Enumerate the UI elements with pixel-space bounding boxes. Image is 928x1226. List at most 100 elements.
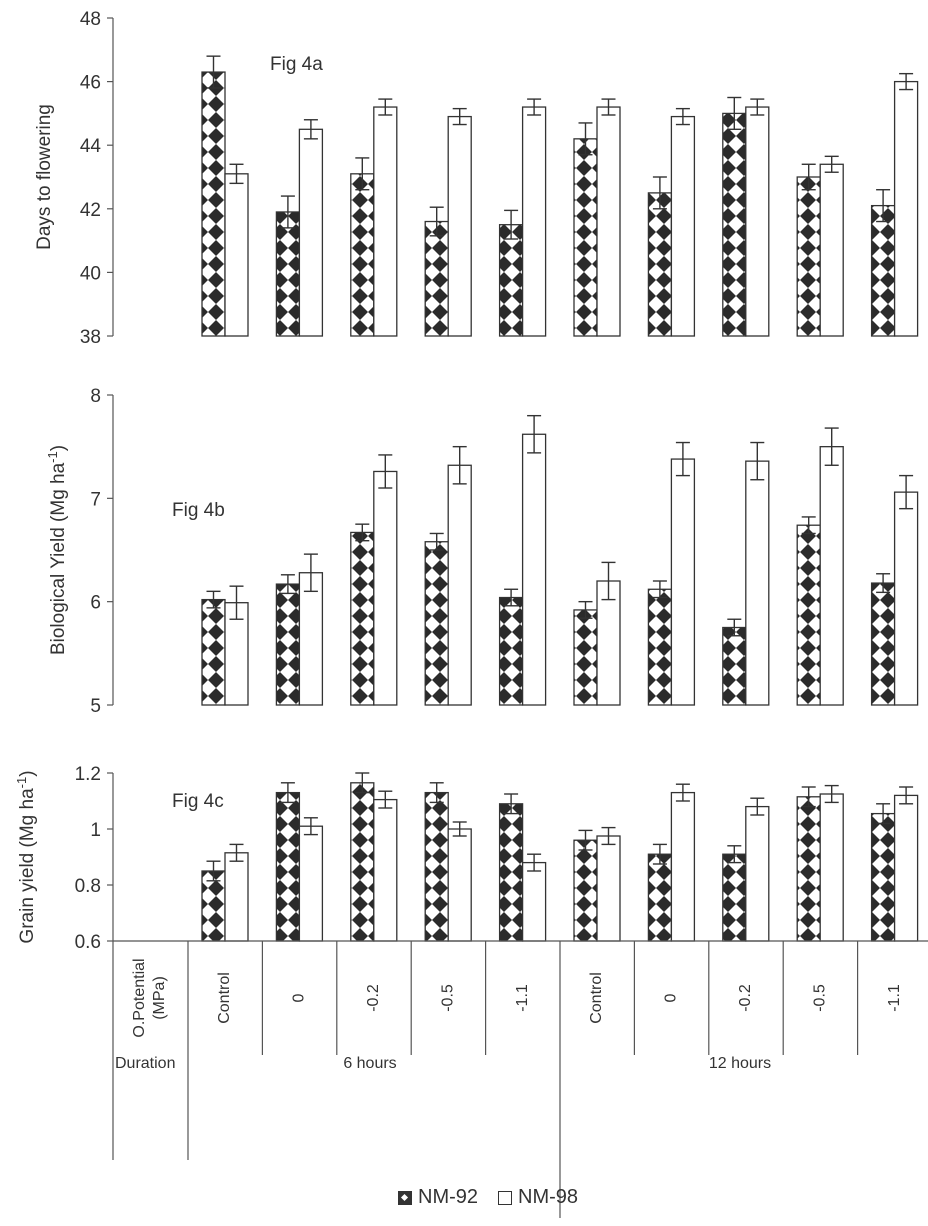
group-label-6h: 6 hours [343,1055,396,1072]
figure-annotation: Fig 4b [172,500,225,521]
nm98-bar [670,791,696,942]
nm92-bar [870,582,896,706]
nm92-swatch [398,1190,412,1205]
y-tick-label: 44 [80,136,102,157]
nm98-bar [521,433,547,706]
y-tick-label: 1 [90,820,101,841]
nm98-bar [893,491,919,706]
y-tick-label: 8 [90,386,101,407]
nm98-bar [819,793,844,942]
nm98-bar [819,446,844,706]
y-tick-label: 1.2 [75,764,101,785]
y-tick-label: 6 [90,593,101,614]
category-label: Control [216,972,233,1024]
nm98-bar [373,106,398,337]
nm92-bar [350,531,375,706]
nm92-bar [573,839,598,942]
figure-annotation: Fig 4a [270,54,323,75]
nm92-bar [870,204,896,337]
nm92-bar [498,803,524,942]
chart-panel-2: 5 6 7 8 Biological Yield (Mg ha-1) Fig 4b [45,386,919,717]
y-tick-label: 38 [80,327,101,348]
nm92-bar [498,596,524,706]
y-tick-label: 48 [80,9,101,30]
nm92-bar [796,796,821,942]
category-label: -0.2 [365,984,382,1012]
category-label: -1.1 [886,984,903,1012]
category-label: 0 [663,993,680,1002]
nm98-bar [893,80,919,337]
category-label: -0.2 [737,984,754,1012]
nm92-bar [201,598,226,706]
nm98-bar [447,115,472,337]
chart-panel-1: 38 40 42 44 46 48 Days to flowering Fig 4a [34,9,919,348]
nm92-bar [350,782,375,942]
nm92-bar [424,220,449,337]
nm98-bar [224,173,249,337]
nm92-bar [424,541,449,706]
category-label: Control [588,972,605,1024]
y-axis-label: Days to flowering [34,104,55,250]
nm98-bar [745,460,770,706]
legend-nm98: NM-98 [518,1186,579,1208]
nm98-bar [373,798,398,942]
nm98-bar [893,794,919,942]
category-label: 0 [291,993,308,1002]
legend-nm92: NM-92 [418,1186,479,1208]
category-label: -0.5 [811,984,828,1012]
nm98-bar [596,106,621,337]
nm98-bar [670,458,696,706]
nm98-bar [670,115,696,337]
nm92-bar [722,112,747,337]
nm92-bar [573,138,598,337]
chart-panel-3: 0.6 0.8 1 1.2 Grain yield (Mg ha-1) Fig 4c [14,764,919,953]
category-table: O.Potential (MPa) Control 0 -0.2 -0.5 -1.1 Cont… [112,940,928,1218]
y-axis-label: Biological Yield (Mg ha-1) [45,445,69,655]
group-label-12h: 12 hours [709,1055,771,1072]
y-tick-label: 0.6 [75,932,101,953]
nm92-bar [201,71,226,337]
nm98-bar [596,835,621,942]
nm92-bar [722,626,747,706]
nm98-bar [298,572,324,706]
duration-header: Duration [115,1055,175,1072]
nm98-bar [298,128,324,337]
nm98-bar [745,106,770,337]
nm98-bar [373,470,398,706]
nm92-bar [647,853,673,942]
y-axis-label: Grain yield (Mg ha-1) [14,770,38,943]
nm98-bar [298,825,324,942]
nm98-bar [447,828,472,942]
nm98-bar [521,861,547,942]
nm92-bar [350,173,375,337]
nm92-bar [796,176,821,337]
nm98-bar [521,106,547,337]
potential-header: O.Potential (MPa) [131,958,168,1037]
nm92-bar [796,524,821,706]
y-tick-label: 7 [90,489,101,510]
nm92-bar [275,791,301,942]
figure-annotation: Fig 4c [172,791,224,812]
y-tick-label: 40 [80,263,101,284]
category-label: -1.1 [514,984,531,1012]
y-tick-label: 42 [80,200,101,221]
nm98-swatch [498,1190,513,1205]
y-tick-label: 5 [90,696,101,717]
nm98-bar [745,805,770,942]
nm92-bar [275,211,301,337]
nm92-bar [275,583,301,706]
nm92-bar [647,588,673,706]
nm98-bar [224,852,249,942]
nm92-bar [722,853,747,942]
nm92-bar [870,812,896,942]
nm92-bar [647,192,673,337]
y-tick-label: 46 [80,73,101,94]
nm98-bar [447,464,472,706]
legend: NM-92 NM-98 [398,1186,578,1209]
nm92-bar [573,609,598,706]
nm98-bar [819,163,844,337]
y-tick-label: 0.8 [75,876,101,897]
nm92-bar [424,791,449,942]
nm92-bar [498,224,524,337]
